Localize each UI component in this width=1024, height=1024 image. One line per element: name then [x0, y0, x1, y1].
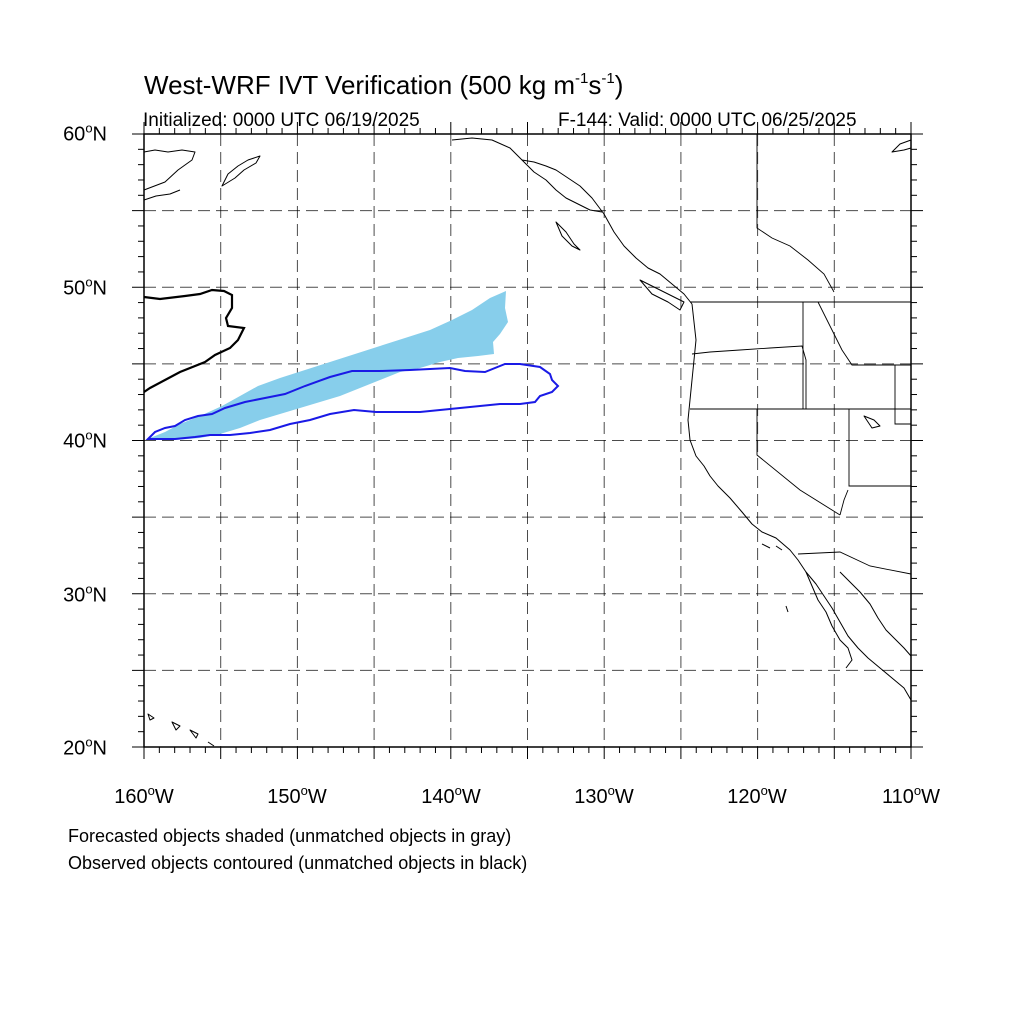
lat-label-50: 50oN	[63, 274, 107, 300]
title-exponent-2: -1	[601, 70, 615, 87]
title-unit: s	[588, 70, 602, 100]
title-exponent-1: -1	[575, 70, 589, 87]
map-title: West-WRF IVT Verification (500 kg m-1s-1…	[144, 70, 623, 101]
lat-label-20: 20oN	[63, 734, 107, 760]
title-close: )	[614, 70, 624, 100]
observed-unmatched-object	[143, 288, 246, 393]
lon-label-150: 150oW	[267, 783, 327, 808]
lon-label-130: 130oW	[574, 783, 634, 808]
lat-label-30: 30oN	[63, 581, 107, 607]
forecast-note: Forecasted objects shaded (unmatched obj…	[68, 826, 512, 846]
lat-label-60: 60oN	[63, 120, 107, 146]
observed-note: Observed objects contoured (unmatched ob…	[68, 853, 528, 873]
valid-time-label: F-144: Valid: 0000 UTC 06/25/2025	[558, 110, 857, 131]
lon-label-120: 120oW	[727, 783, 787, 808]
title-text: West-WRF IVT Verification (500 kg m	[144, 70, 576, 100]
axis-ticks	[132, 122, 923, 759]
observed-matched-object	[145, 363, 560, 440]
lon-label-140: 140oW	[421, 783, 481, 808]
coastlines	[143, 137, 912, 747]
forecast-object	[150, 291, 508, 440]
map-frame	[143, 133, 912, 748]
initialized-label: Initialized: 0000 UTC 06/19/2025	[143, 110, 420, 131]
lon-label-160: 160oW	[114, 783, 174, 808]
political-borders	[690, 134, 912, 575]
graticule	[144, 134, 911, 747]
lat-label-40: 40oN	[63, 427, 107, 453]
lon-label-110: 110oW	[881, 783, 941, 808]
